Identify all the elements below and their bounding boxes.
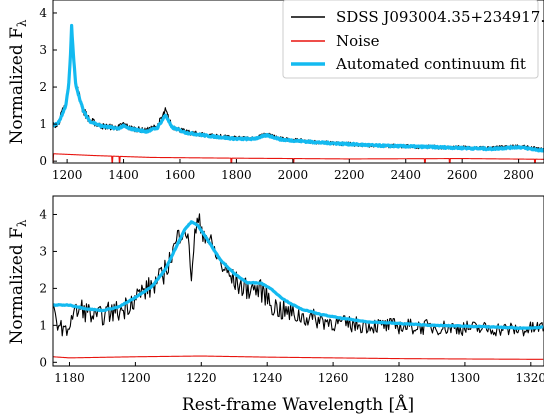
x-axis-label: Rest-frame Wavelength [Å] [182,394,414,415]
top-x-tick-label: 1600 [165,168,196,182]
top-series-automated-continuum-fit [53,23,544,153]
bottom-x-ticks: 1180 1200 1220 1240 1260 1280 1300 1320 [54,362,544,385]
bottom-x-tick-label: 1320 [516,371,544,385]
bottom-plot-frame [52,195,544,367]
top-y-tick-label: 2 [39,80,47,94]
top-y-ticks: 0 1 2 3 4 [39,6,57,168]
bottom-y-tick-label: 0 [39,355,47,369]
bottom-x-tick-label: 1180 [54,371,85,385]
bottom-y-tick-label: 4 [39,207,47,221]
bottom-panel: 1180 1200 1220 1240 1260 1280 1300 1320 0 1 2 3 4 N… [7,195,544,415]
top-x-tick-label: 2800 [503,168,534,182]
bottom-x-tick-label: 1240 [252,371,283,385]
top-x-tick-label: 2600 [447,168,478,182]
bottom-x-tick-label: 1300 [450,371,481,385]
bottom-y-axis-label: Normalized Fλ [7,219,29,344]
bottom-x-tick-label: 1200 [120,371,151,385]
bottom-x-tick-label: 1260 [318,371,349,385]
top-y-axis-label: Normalized Fλ [7,19,29,144]
bottom-series-sdss-j093004-35-234917-8 [53,213,544,337]
top-series-noise [53,153,544,163]
top-x-tick-label: 1400 [108,168,139,182]
top-y-tick-label: 1 [39,117,47,131]
bottom-x-tick-label: 1220 [186,371,217,385]
legend-label-continuum-fit: Automated continuum fit [335,55,526,73]
top-x-ticks: 1200 1400 1600 1800 2000 2200 2400 2600 2800 [52,159,534,182]
bottom-y-tick-label: 1 [39,318,47,332]
bottom-y-ticks: 0 1 2 3 4 [39,207,57,369]
top-x-tick-label: 2000 [278,168,309,182]
top-series-group [53,23,544,163]
top-x-tick-label: 1800 [221,168,252,182]
top-panel: 1200 1400 1600 1800 2000 2200 2400 2600 2800 012… [7,0,544,182]
legend-label-spectrum: SDSS J093004.35+234917.8 [336,8,544,26]
top-x-tick-label: 1200 [52,168,83,182]
top-x-tick-label: 2200 [334,168,365,182]
bottom-y-tick-label: 2 [39,281,47,295]
bottom-series-group [53,213,544,360]
top-y-axis-label-subscript: λ [15,19,29,27]
top-plot-frame [52,0,544,164]
legend-box [282,0,539,79]
top-x-tick-label: 2400 [390,168,421,182]
bottom-series-automated-continuum-fit [53,220,544,330]
top-y-tick-label: 4 [39,6,47,20]
bottom-y-tick-label: 3 [39,244,47,258]
top-y-tick-label: 3 [39,43,47,57]
legend-label-noise: Noise [336,32,380,50]
legend: SDSS J093004.35+234917.8 Noise Automated… [282,0,544,79]
bottom-y-axis-label-subscript: λ [15,219,29,227]
bottom-x-tick-label: 1280 [384,371,415,385]
bottom-series-noise [53,355,544,360]
top-y-tick-label: 0 [39,154,47,168]
